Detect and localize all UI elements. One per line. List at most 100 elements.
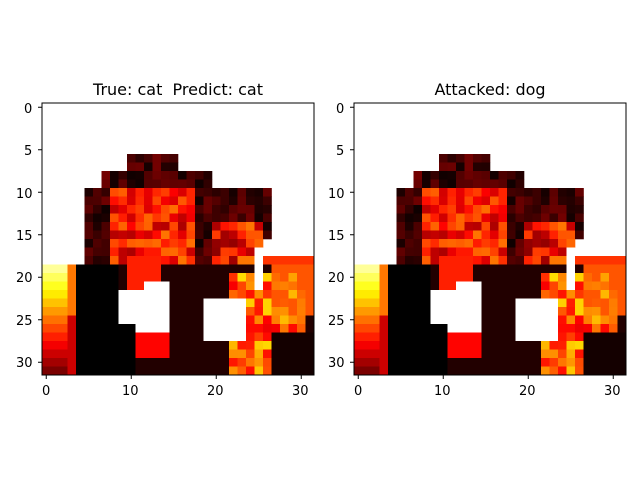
pixel <box>271 349 281 359</box>
pixel <box>305 290 315 299</box>
pixel <box>558 222 567 231</box>
pixel <box>178 205 187 214</box>
pixel <box>101 188 111 197</box>
pixel <box>118 256 128 265</box>
pixel <box>600 324 610 333</box>
pixel <box>379 273 389 282</box>
pixel <box>456 366 465 376</box>
pixel <box>169 264 179 274</box>
pixel <box>481 162 491 172</box>
pixel <box>161 205 170 214</box>
pixel <box>152 324 162 333</box>
pixel <box>246 324 255 333</box>
pixel <box>288 349 298 359</box>
pixel <box>246 264 255 274</box>
pixel <box>127 273 136 282</box>
pixel <box>558 239 567 248</box>
pixel <box>110 264 119 274</box>
pixel <box>422 307 431 316</box>
pixel <box>246 273 255 282</box>
pixel <box>498 366 508 376</box>
pixel <box>203 196 213 206</box>
pixel <box>413 264 423 274</box>
pixel <box>280 324 289 333</box>
pixel <box>271 264 281 274</box>
pixel <box>379 315 389 325</box>
pixel <box>59 324 68 333</box>
pixel <box>101 366 111 376</box>
pixel <box>439 349 448 359</box>
pixel <box>254 358 264 367</box>
pixel <box>609 273 618 282</box>
pixel <box>473 315 482 325</box>
pixel <box>280 264 289 274</box>
pixel <box>76 358 85 367</box>
pixel <box>127 332 136 342</box>
pixel <box>473 341 482 350</box>
pixel <box>254 239 264 248</box>
pixel <box>229 341 238 350</box>
pixel <box>430 188 440 197</box>
pixel <box>549 188 559 197</box>
pixel <box>430 290 440 299</box>
pixel <box>481 349 491 359</box>
pixel <box>447 205 457 214</box>
pixel <box>118 290 128 299</box>
pixel <box>541 298 550 308</box>
pixel <box>110 273 119 282</box>
pixel <box>212 264 221 274</box>
pixel <box>118 324 128 333</box>
pixel <box>178 256 187 265</box>
pixel <box>447 154 457 163</box>
pixel <box>592 349 601 359</box>
pixel <box>405 213 414 223</box>
pixel <box>135 256 145 265</box>
pixel <box>186 205 196 214</box>
pixel <box>135 196 145 206</box>
pixel <box>473 162 482 172</box>
panel-1-ytick: 0 <box>24 102 33 117</box>
pixel <box>507 222 516 231</box>
pixel <box>515 205 525 214</box>
pixel <box>396 324 406 333</box>
pixel <box>101 349 111 359</box>
pixel <box>371 358 380 367</box>
pixel <box>532 196 542 206</box>
pixel <box>575 256 584 265</box>
pixel <box>396 256 406 265</box>
pixel <box>271 256 281 265</box>
pixel <box>246 281 255 291</box>
pixel <box>396 366 406 376</box>
pixel <box>203 341 213 350</box>
pixel <box>186 196 196 206</box>
pixel <box>388 341 397 350</box>
pixel <box>617 281 627 291</box>
pixel <box>127 162 136 172</box>
pixel <box>84 264 94 274</box>
pixel <box>144 179 153 189</box>
pixel <box>549 247 559 257</box>
pixel <box>288 315 298 325</box>
panel-2-xtick: 10 <box>434 384 451 399</box>
pixel <box>169 349 179 359</box>
pixel <box>169 154 179 163</box>
pixel <box>101 171 111 180</box>
pixel <box>413 222 423 231</box>
pixel <box>566 324 576 333</box>
pixel <box>161 188 170 197</box>
pixel <box>456 171 465 180</box>
pixel <box>280 281 289 291</box>
pixel <box>456 332 465 342</box>
pixel <box>515 349 525 359</box>
pixel <box>515 256 525 265</box>
pixel <box>195 290 204 299</box>
pixel <box>297 349 306 359</box>
pixel <box>609 264 618 274</box>
pixel <box>305 264 315 274</box>
pixel <box>84 332 94 342</box>
pixel <box>76 332 85 342</box>
pixel <box>413 179 423 189</box>
pixel <box>246 358 255 367</box>
pixel <box>178 341 187 350</box>
pixel <box>195 273 204 282</box>
